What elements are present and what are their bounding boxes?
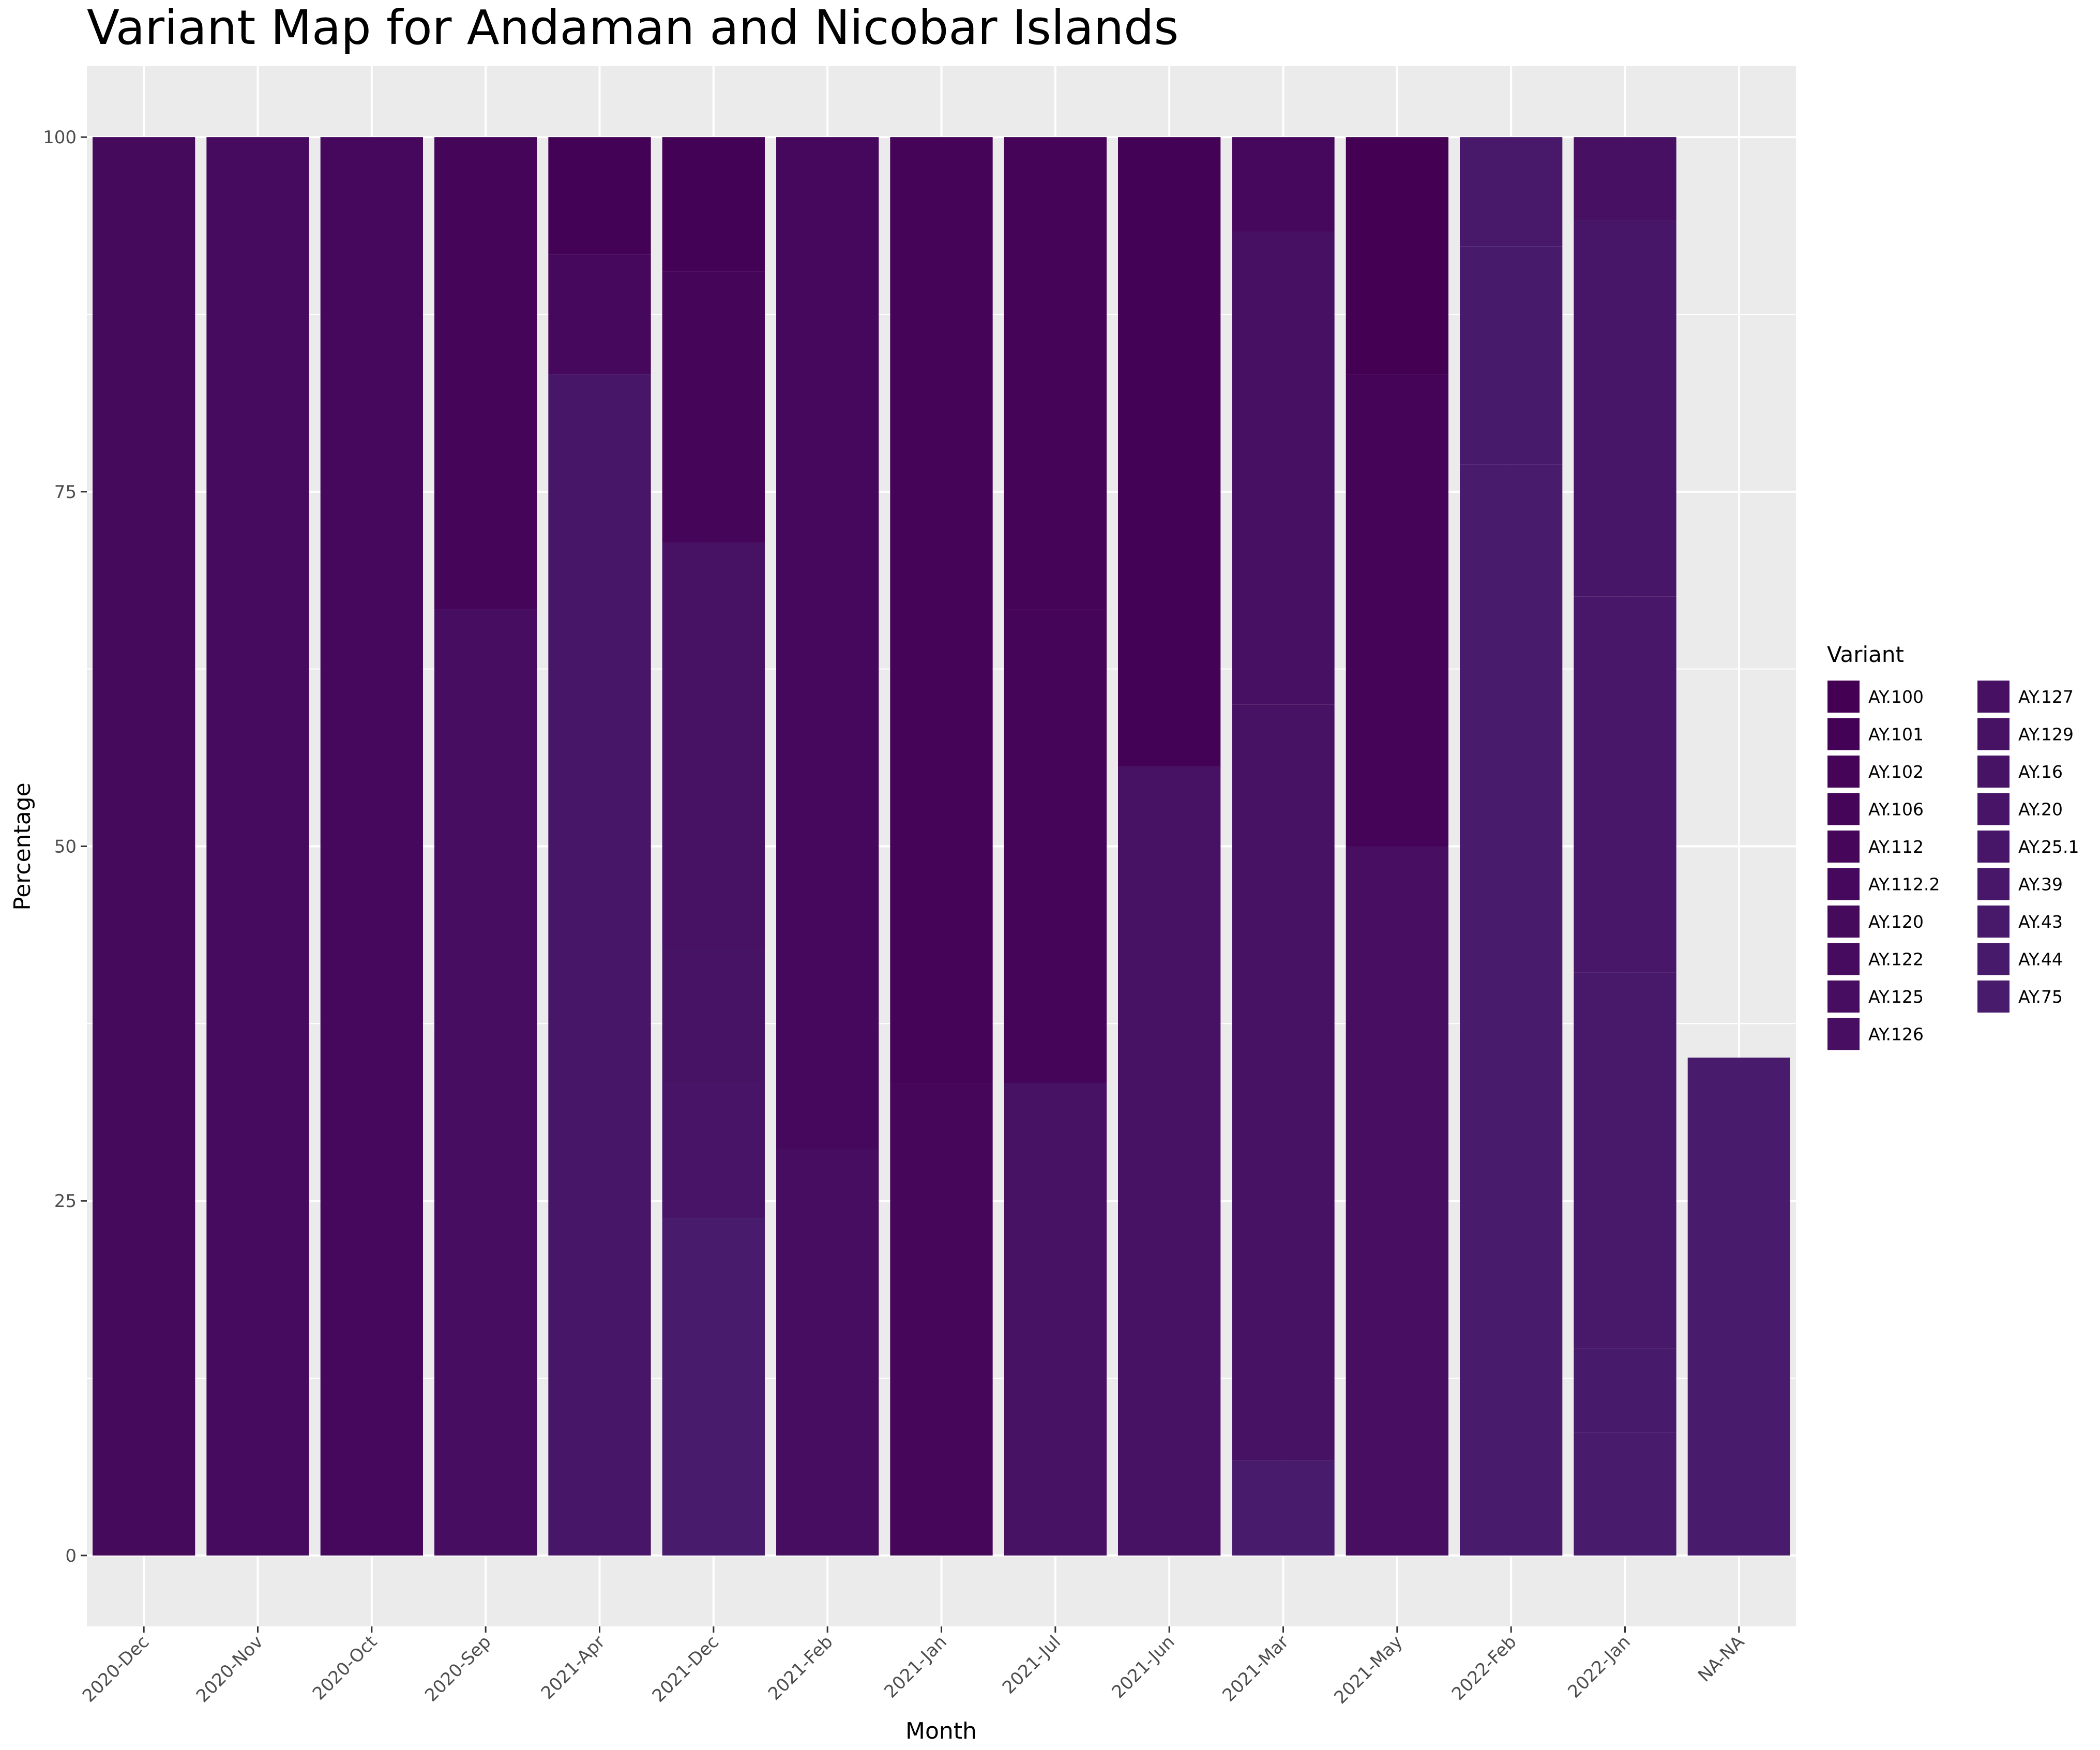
bar-segment: [1687, 1058, 1790, 1556]
bar-segment: [548, 374, 651, 1556]
bar-segment: [1460, 464, 1563, 1556]
legend-key: [1826, 680, 1861, 714]
legend-key: [1826, 942, 1861, 976]
legend-label: AY.39: [2018, 874, 2063, 895]
legend-label: AY.20: [2018, 799, 2063, 820]
legend-key: [1826, 904, 1861, 939]
bar-segment: [434, 137, 537, 610]
bar-segment: [662, 1218, 765, 1556]
bar-segment: [662, 542, 765, 948]
legend-key: [1826, 867, 1861, 901]
legend-label: AY.101: [1868, 725, 1924, 745]
bar-segment: [1574, 596, 1676, 973]
legend-label: AY.129: [2018, 725, 2074, 745]
legend-label: AY.125: [1868, 987, 1924, 1007]
bar-segment: [1574, 972, 1676, 1349]
bar-segment: [1004, 137, 1107, 610]
legend-label: AY.127: [2018, 687, 2074, 707]
legend-key: [1976, 979, 2011, 1014]
bar-segment: [1118, 137, 1221, 767]
bar-segment: [548, 137, 651, 255]
legend-key: [1976, 755, 2011, 789]
bar-segment: [662, 137, 765, 272]
bar-segment: [1574, 220, 1676, 597]
legend-key: [1976, 904, 2011, 939]
y-tick-label: 0: [65, 1546, 77, 1566]
bar-segment: [890, 1083, 993, 1556]
bar-segment: [1574, 1348, 1676, 1432]
legend-key: [1976, 942, 2011, 976]
y-axis: 0 25 50 75 100: [43, 127, 87, 1566]
bar-segment: [1232, 232, 1335, 705]
bar-segment: [776, 137, 879, 1150]
bar-segment: [548, 254, 651, 374]
legend-label: AY.102: [1868, 762, 1924, 782]
legend-key: [1976, 717, 2011, 751]
bar-segment: [206, 137, 309, 1556]
y-tick-label: 25: [54, 1191, 77, 1212]
bar-segment: [1232, 137, 1335, 232]
legend-key: [1826, 717, 1861, 751]
bar-segment: [1346, 137, 1448, 374]
y-tick-label: 100: [43, 127, 77, 148]
bar-segment: [1004, 609, 1107, 1083]
y-tick-label: 50: [54, 837, 77, 857]
x-axis-title: Month: [905, 1718, 977, 1744]
bar-segment: [1004, 1083, 1107, 1556]
legend-label: AY.120: [1868, 912, 1924, 932]
bar-segment: [434, 609, 537, 1556]
bar-segment: [1232, 704, 1335, 1461]
legend-key: [1976, 680, 2011, 714]
legend-key: [1976, 829, 2011, 864]
legend-label: AY.106: [1868, 799, 1924, 820]
bar-segment: [1574, 137, 1676, 221]
legend-label: AY.112: [1868, 837, 1924, 857]
bar-segment: [662, 948, 765, 1083]
bar-segment: [1460, 137, 1563, 247]
legend: Variant AY.100 AY.101 AY.102 AY.106 AY.112 AY…: [1826, 642, 2079, 1051]
bar-segment: [890, 137, 993, 1083]
legend-label: AY.75: [2018, 987, 2063, 1007]
legend-key: [1826, 755, 1861, 789]
bar-segment: [1460, 246, 1563, 465]
legend-title: Variant: [1827, 642, 1904, 667]
legend-label: AY.25.1: [2018, 837, 2079, 857]
bar-segment: [320, 137, 423, 1556]
bar-segment: [1232, 1460, 1335, 1556]
bar-segment: [662, 1083, 765, 1218]
legend-key: [1826, 792, 1861, 826]
bar-segment: [1346, 846, 1448, 1556]
legend-label: AY.100: [1868, 687, 1924, 707]
legend-key: [1826, 829, 1861, 864]
legend-label: AY.122: [1868, 949, 1924, 970]
legend-key: [1976, 792, 2011, 826]
y-axis-title: Percentage: [9, 782, 36, 911]
bar-segment: [1346, 374, 1448, 847]
bar-segment: [1574, 1432, 1676, 1556]
legend-key: [1976, 867, 2011, 901]
y-tick-label: 75: [54, 482, 77, 503]
legend-label: AY.43: [2018, 912, 2063, 932]
bar-segment: [776, 1150, 879, 1556]
bar-segment: [93, 137, 195, 1556]
legend-key: [1826, 1017, 1861, 1051]
chart-title: Variant Map for Andaman and Nicobar Isla…: [87, 0, 1179, 55]
legend-label: AY.44: [2018, 949, 2063, 970]
bars: [93, 137, 1790, 1556]
legend-key: [1826, 979, 1861, 1014]
legend-label: AY.112.2: [1868, 874, 1940, 895]
bar-segment: [1118, 766, 1221, 1556]
legend-label: AY.126: [1868, 1024, 1924, 1045]
bar-segment: [662, 271, 765, 543]
legend-label: AY.16: [2018, 762, 2063, 782]
